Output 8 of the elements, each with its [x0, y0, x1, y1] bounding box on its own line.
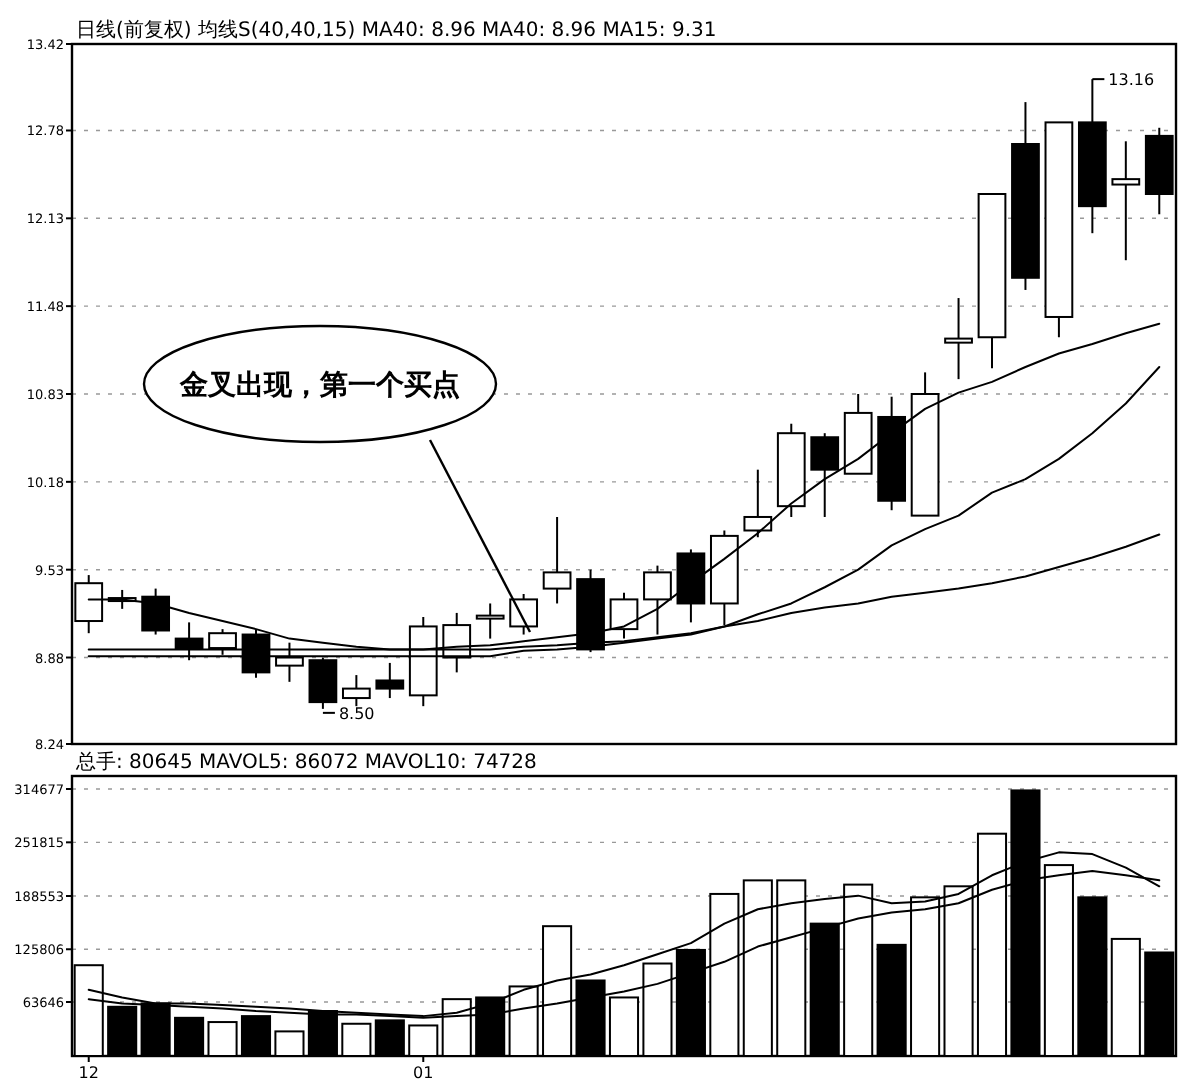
x-tick-label: 01	[413, 1064, 434, 1082]
annotation: 金叉出现，第一个买点	[178, 370, 460, 402]
annotation: 8.50	[338, 704, 375, 723]
x-tick-label: 12	[78, 1064, 99, 1082]
chart-title: 日线(前复权) 均线S(40,40,15) MA40: 8.96 MA40: 8.96 MA15: 9.31	[76, 18, 717, 42]
callout: 金叉出现，第一个买点	[142, 324, 532, 633]
annotation: 13.16	[1108, 71, 1155, 90]
chart-title: 总手: 80645 MAVOL5: 86072 MAVOL10: 74728	[74, 750, 537, 774]
